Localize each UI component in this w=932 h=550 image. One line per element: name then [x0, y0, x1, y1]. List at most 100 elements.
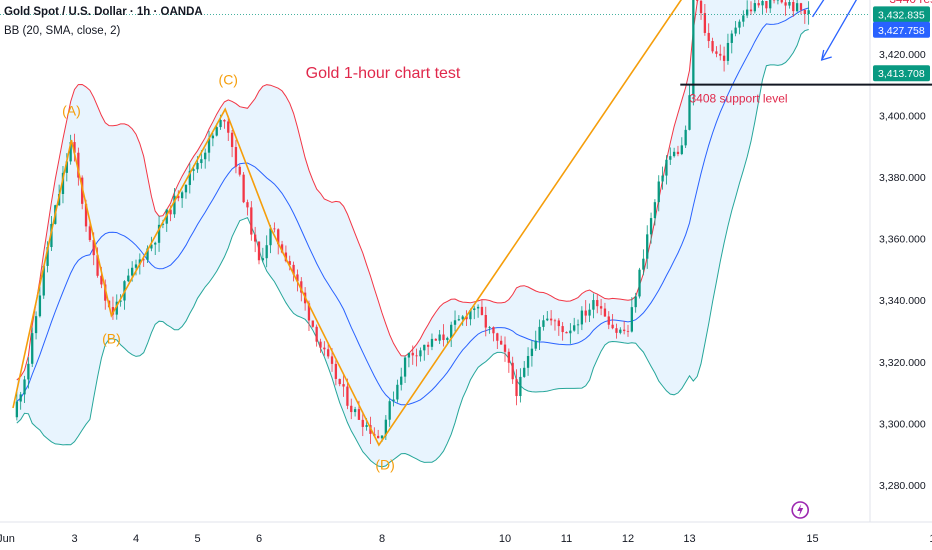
price-tag [873, 6, 930, 23]
candle-body [119, 300, 122, 302]
candle-body [684, 129, 687, 146]
symbol-title[interactable]: Gold Spot / U.S. Dollar · 1h · OANDA [4, 6, 203, 18]
candle-body [672, 151, 676, 157]
bb-basis [16, 7, 809, 406]
candle-body [277, 229, 280, 245]
y-tick-label: 3,360.000 [879, 234, 926, 246]
candle-body [423, 344, 426, 351]
candle-body [23, 379, 26, 395]
candle-body [84, 203, 88, 227]
candle-body [392, 399, 395, 402]
candle-body [77, 152, 80, 178]
candle-body [127, 275, 130, 282]
candle-body [88, 226, 92, 241]
candle-body [549, 318, 553, 321]
candle-body [565, 332, 568, 334]
candle-body [92, 240, 95, 256]
candle-body [315, 326, 318, 342]
candle-body [680, 145, 683, 155]
candle-body [131, 267, 134, 276]
wave-label: (C) [219, 72, 238, 88]
candle-body [607, 316, 610, 325]
support-label: 3408 support level [690, 92, 788, 106]
candle-body [646, 234, 649, 259]
candle-body [626, 330, 630, 332]
candle-body [380, 435, 384, 439]
candle-body [430, 338, 434, 347]
candle-body [534, 340, 537, 349]
candle-body [722, 55, 726, 61]
candle-body [31, 333, 34, 364]
candle-body [453, 320, 457, 325]
candle-body [803, 9, 806, 15]
candle-body [269, 228, 272, 246]
candle-body [515, 379, 518, 397]
lightning-icon [797, 504, 804, 516]
candle-body [353, 409, 357, 413]
candle-body [265, 245, 268, 259]
price-tag-label: 3,427.758 [878, 25, 925, 37]
candle-body [177, 195, 180, 199]
candle-body [100, 275, 103, 285]
candle-body [715, 51, 718, 54]
candle-body [280, 244, 284, 253]
candle-body [615, 328, 618, 333]
candle-body [688, 95, 691, 130]
candle-body [649, 218, 653, 235]
price-tag-label: 3,432.835 [878, 9, 925, 21]
candle-body [61, 172, 65, 194]
candle-body [230, 132, 234, 148]
candle-body [111, 307, 115, 315]
candle-body [569, 330, 572, 334]
candle-body [450, 324, 453, 338]
candle-body [27, 363, 30, 380]
candle-body [599, 306, 603, 309]
candle-body [557, 320, 560, 327]
candle-body [573, 325, 576, 331]
candle-body [407, 352, 411, 358]
wave-label: (D) [375, 457, 394, 473]
candle-body [284, 252, 288, 262]
chart-title-annotation: Gold 1-hour chart test [306, 65, 461, 82]
candle-body [223, 119, 226, 122]
candle-body [746, 9, 749, 16]
candle-body [757, 3, 760, 6]
candle-body [465, 316, 468, 320]
candle-body [442, 334, 445, 341]
candle-body [507, 351, 510, 363]
indicator-legend[interactable]: BB (20, SMA, close, 2) [4, 25, 121, 37]
y-tick-label: 3,400.000 [879, 110, 926, 122]
candle-body [492, 327, 495, 334]
candle-body [588, 309, 591, 316]
candle-body [603, 308, 607, 317]
bb-lower-band [16, 29, 809, 468]
candle-body [42, 265, 45, 296]
candle-body [300, 281, 303, 293]
candle-body [511, 362, 514, 380]
candle-body [204, 152, 207, 160]
candle-body [288, 261, 291, 265]
candle-body [388, 401, 391, 420]
candle-body [161, 223, 165, 225]
candle-body [330, 356, 334, 364]
candle-body [446, 337, 449, 341]
candle-body [503, 344, 507, 352]
candle-body [69, 142, 72, 162]
candle-body [642, 258, 645, 270]
candle-body [238, 166, 241, 175]
candle-body [142, 259, 145, 261]
bb-fill [16, 0, 809, 467]
candle-body [676, 151, 680, 155]
x-tick-label: 4 [133, 533, 139, 545]
wave-label: (B) [102, 330, 121, 346]
candle-body [707, 32, 710, 42]
candle-body [292, 264, 295, 275]
candle-body [254, 234, 257, 242]
candle-body [377, 435, 380, 439]
candle-body [211, 135, 215, 139]
candle-body [730, 33, 733, 43]
candle-body [473, 308, 476, 311]
candle-body [792, 2, 795, 12]
candle-body [726, 42, 730, 61]
